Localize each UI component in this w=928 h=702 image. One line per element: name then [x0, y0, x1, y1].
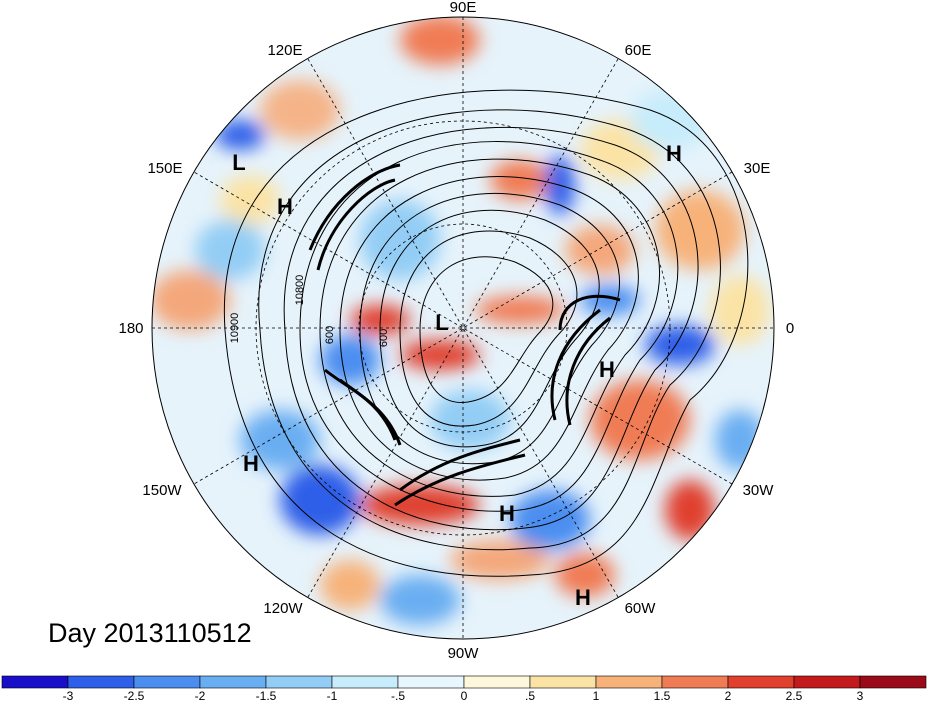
graticule [152, 17, 774, 639]
colorbar-label: 1.5 [654, 689, 671, 702]
colorbar-swatch [529, 675, 597, 689]
lon-label-90w: 90W [448, 645, 480, 662]
lon-label-30w: 30W [743, 482, 775, 499]
colorbar-swatch [331, 675, 399, 689]
anomaly-field [152, 17, 774, 639]
colorbar-swatch [727, 675, 795, 689]
high-pressure-marker: H [575, 585, 591, 610]
lon-label-60w: 60W [625, 600, 657, 617]
colorbar-swatch [199, 675, 267, 689]
contour-label: 10900 [229, 313, 241, 344]
colorbar-swatch [793, 675, 861, 689]
low-pressure-marker: L [435, 310, 448, 335]
lon-label-60e: 60E [625, 42, 652, 59]
colorbar-label: -.5 [391, 689, 405, 702]
contour-label: 10800 [294, 275, 306, 306]
colorbar-label: -2.5 [124, 689, 145, 702]
colorbar-swatch [397, 675, 465, 689]
high-pressure-marker: H [666, 141, 682, 166]
colorbar-label: .5 [525, 689, 535, 702]
lon-label-150w: 150W [142, 482, 182, 499]
lon-label-30e: 30E [744, 160, 771, 177]
lon-label-120w: 120W [263, 600, 303, 617]
lon-label-90e: 90E [450, 0, 477, 16]
high-pressure-marker: H [243, 451, 259, 476]
colorbar-swatch [859, 675, 927, 689]
colorbar-swatch [595, 675, 663, 689]
colorbar-label: 3 [857, 689, 864, 702]
lon-label-150e: 150E [147, 160, 182, 177]
colorbar-label: -1.5 [256, 689, 277, 702]
colorbar-label: 0 [461, 689, 468, 702]
lon-label-0: 0 [786, 320, 794, 337]
contour-label: 600 [324, 326, 336, 344]
contour-value-labels: 10800 10900 600 600 [229, 275, 390, 347]
lon-label-120e: 120E [267, 42, 302, 59]
high-pressure-marker: H [277, 194, 293, 219]
height-contours [223, 89, 749, 577]
colorbar-swatch [133, 675, 201, 689]
colorbar: -3 -2.5 -2 -1.5 -1 -.5 0 .5 1 1.5 2 2.5 3 [1, 675, 927, 702]
high-pressure-marker: H [599, 357, 615, 382]
longitude-labels: 90E 60E 30E 0 30W 60W 90W 120W 150W 180 … [118, 0, 794, 662]
contour-label: 600 [378, 329, 390, 347]
high-pressure-marker: H [499, 501, 515, 526]
colorbar-label: 2 [725, 689, 732, 702]
colorbar-label: -2 [195, 689, 206, 702]
day-title: Day 2013110512 [48, 618, 252, 648]
lon-label-180: 180 [118, 320, 143, 337]
colorbar-label: 2.5 [786, 689, 803, 702]
pressure-centers: L H H L H H H H [232, 141, 682, 610]
colorbar-swatch [1, 675, 69, 689]
colorbar-label: 1 [593, 689, 600, 702]
colorbar-swatch [463, 675, 531, 689]
colorbar-label: -3 [63, 689, 74, 702]
low-pressure-marker: L [232, 150, 245, 175]
colorbar-label: -1 [327, 689, 338, 702]
colorbar-swatch [67, 675, 135, 689]
colorbar-swatch [661, 675, 729, 689]
map-border [151, 16, 775, 640]
colorbar-swatch [265, 675, 333, 689]
